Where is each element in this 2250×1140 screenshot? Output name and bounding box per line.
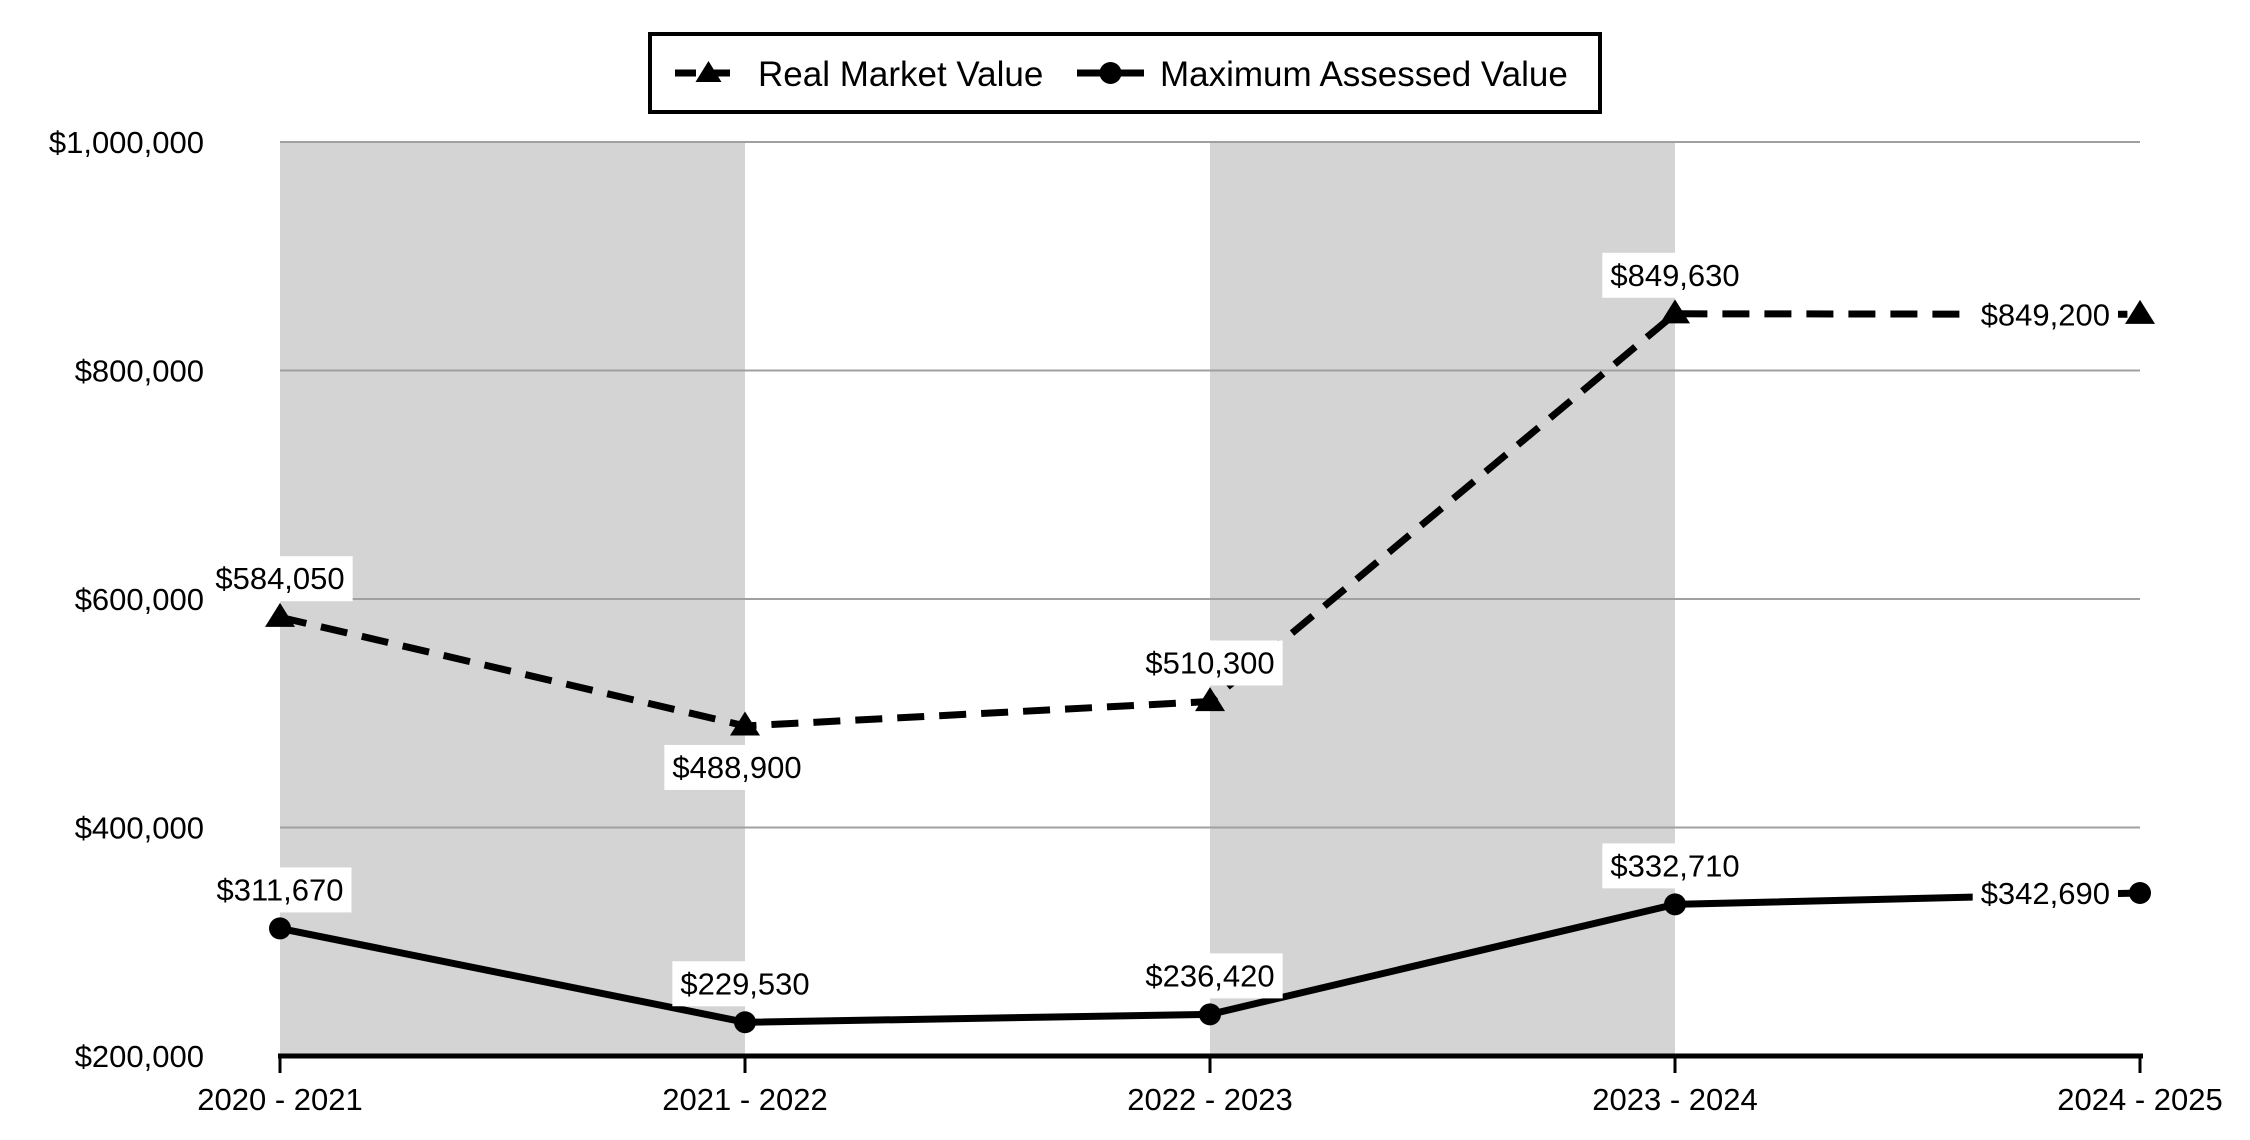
x-tick-label-4: 2024 - 2025 — [2057, 1082, 2222, 1117]
x-tick-label-3: 2023 - 2024 — [1592, 1082, 1757, 1117]
data-label-bg-s1-p1 — [672, 961, 818, 1007]
data-label-s1-p3: $332,710 — [1610, 848, 1739, 883]
series-1-point-4-circle-marker — [2129, 881, 2151, 904]
data-label-group-s1-p0: $311,670 — [208, 867, 352, 913]
series-1-point-0-circle-marker — [269, 917, 291, 940]
y-axis-labels: $200,000 $400,000 $600,000 $800,000 $1,000,0… — [49, 125, 204, 1074]
data-labels: $584,050 $488,900 $510,300 $849,630 $849,200… — [207, 252, 2118, 1007]
data-label-group-s1-p1: $229,530 — [672, 961, 818, 1007]
data-label-s1-p4: $342,690 — [1981, 876, 2110, 911]
legend: Real Market Value Maximum Assessed Value — [648, 32, 1602, 114]
series-lines — [265, 299, 2155, 1034]
data-label-bg-s1-p2 — [1137, 953, 1283, 999]
data-label-group-s1-p2: $236,420 — [1137, 953, 1283, 999]
x-axis — [278, 1053, 2143, 1073]
data-label-group-s0-p1: $488,900 — [664, 744, 810, 790]
legend-triangle-marker-icon — [695, 61, 722, 82]
data-label-s0-p1: $488,900 — [672, 750, 801, 785]
data-label-group-s1-p3: $332,710 — [1602, 843, 1748, 889]
data-label-group-s0-p3: $849,630 — [1602, 252, 1748, 298]
data-label-group-s0-p4: $849,200 — [1972, 292, 2118, 338]
y-tick-label-800000: $800,000 — [75, 354, 204, 389]
series-1-point-3-circle-marker — [1664, 893, 1686, 916]
data-label-s1-p1: $229,530 — [680, 966, 809, 1001]
data-label-s1-p0: $311,670 — [217, 872, 344, 907]
y-tick-label-200000: $200,000 — [75, 1039, 204, 1074]
x-tick-label-0: 2020 - 2021 — [197, 1082, 362, 1117]
y-tick-label-400000: $400,000 — [75, 811, 204, 846]
series-0-point-3-triangle-marker — [1660, 299, 1690, 324]
y-tick-label-1000000: $1,000,000 — [49, 125, 204, 160]
data-label-bg-s1-p3 — [1602, 843, 1748, 889]
data-label-bg-s0-p2 — [1137, 640, 1283, 686]
series-1-point-1-circle-marker — [734, 1011, 756, 1034]
x-tick-label-1: 2021 - 2022 — [662, 1082, 827, 1117]
data-label-s0-p4: $849,200 — [1981, 297, 2110, 332]
data-label-bg-s0-p0 — [207, 556, 353, 602]
series-0-point-1-triangle-marker — [730, 711, 760, 736]
data-label-bg-s0-p3 — [1602, 252, 1748, 298]
data-label-bg-s0-p1 — [664, 744, 810, 790]
x-tick-label-2: 2022 - 2023 — [1127, 1082, 1292, 1117]
data-label-s0-p0: $584,050 — [215, 561, 344, 596]
data-label-bg-s0-p4 — [1972, 292, 2118, 338]
data-label-s1-p2: $236,420 — [1145, 958, 1274, 993]
data-label-bg-s1-p4 — [1972, 870, 2118, 916]
series-0-point-0-triangle-marker — [265, 602, 295, 627]
series-1-point-2-circle-marker — [1199, 1003, 1221, 1026]
data-label-s0-p2: $510,300 — [1145, 645, 1274, 680]
data-label-group-s0-p2: $510,300 — [1137, 640, 1283, 686]
legend-entry-label-0: Real Market Value — [758, 55, 1043, 94]
y-tick-label-600000: $600,000 — [75, 582, 204, 617]
data-label-s0-p3: $849,630 — [1610, 258, 1739, 293]
legend-circle-marker-icon — [1099, 62, 1122, 84]
data-label-bg-s1-p0 — [208, 867, 352, 913]
series-0-point-4-triangle-marker — [2125, 299, 2155, 324]
series-0-point-2-triangle-marker — [1195, 687, 1225, 712]
x-axis-labels: 2020 - 2021 2021 - 2022 2022 - 2023 2023 - … — [197, 1082, 2222, 1117]
legend-entry-label-1: Maximum Assessed Value — [1160, 55, 1568, 94]
data-label-group-s0-p0: $584,050 — [207, 556, 353, 602]
gridlines — [280, 141, 2140, 829]
data-label-group-s1-p4: $342,690 — [1972, 870, 2118, 916]
